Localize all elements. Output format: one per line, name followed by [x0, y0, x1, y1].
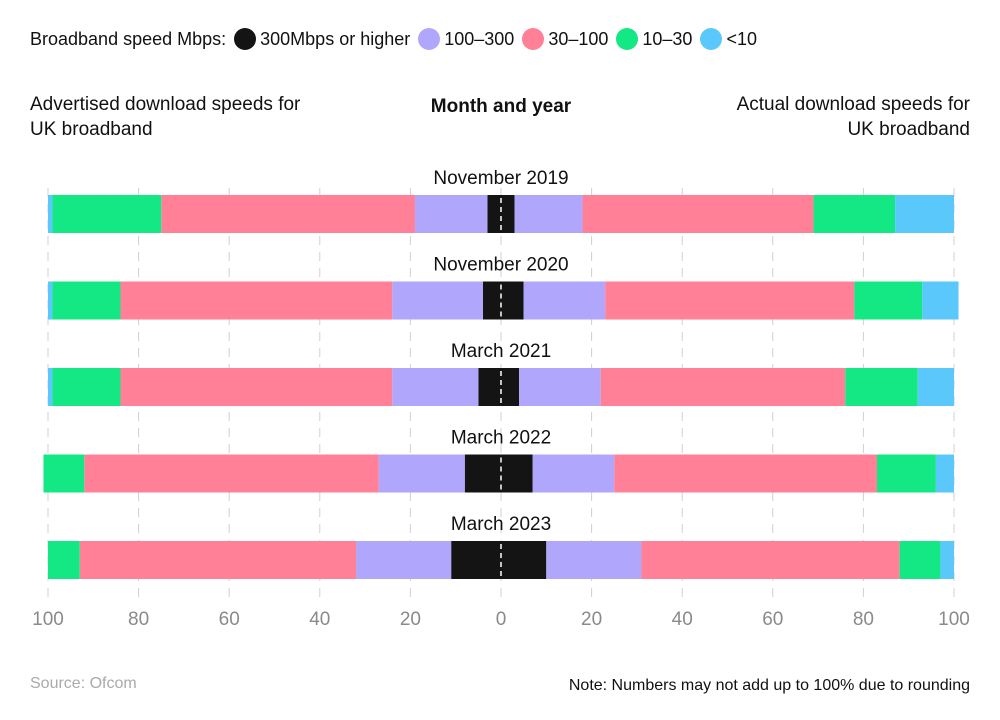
bar-actual — [600, 368, 846, 406]
x-tick-label: 80 — [853, 609, 874, 630]
bar-advertised — [356, 541, 452, 579]
legend-item: 300Mbps or higher — [234, 28, 410, 50]
bar-advertised — [161, 195, 415, 233]
x-tick-label: 100 — [32, 609, 64, 630]
legend-label: 100–300 — [444, 28, 515, 49]
category-label: March 2023 — [451, 514, 551, 535]
bar-actual — [876, 454, 936, 493]
x-tick-label: 0 — [496, 609, 507, 630]
bar-actual — [532, 454, 615, 493]
category-label: November 2019 — [433, 168, 568, 189]
bar-actual — [895, 195, 954, 233]
bar-actual — [641, 541, 900, 579]
bar-advertised — [378, 454, 465, 493]
legend-item: 100–300 — [418, 28, 514, 50]
bar-actual — [519, 368, 601, 406]
legend-label: 300Mbps or higher — [260, 28, 411, 49]
bar-actual — [935, 454, 954, 493]
bar-advertised — [48, 195, 53, 233]
legend-swatch — [616, 28, 639, 50]
category-label: March 2021 — [451, 341, 551, 362]
left-label: Advertised download speeds for UK broadb… — [30, 94, 301, 140]
legend-label: 30–100 — [548, 28, 609, 49]
bar-actual — [940, 541, 954, 579]
bar-advertised — [48, 368, 53, 406]
bar-actual — [501, 454, 533, 493]
bar-advertised — [84, 454, 379, 493]
bar-advertised — [392, 368, 479, 406]
bar-actual — [501, 368, 520, 406]
bar-actual — [899, 541, 941, 579]
legend-swatch — [522, 28, 545, 50]
center-label: Month and year — [430, 96, 572, 117]
legend: Broadband speed Mbps: 300Mbps or higher 1… — [30, 28, 757, 50]
x-tick-label: 60 — [219, 609, 240, 630]
category-label: March 2022 — [451, 428, 551, 449]
bar-advertised — [392, 281, 483, 320]
legend-item: <10 — [700, 28, 757, 50]
legend-swatch — [700, 28, 723, 50]
legend-label: 10–30 — [642, 28, 693, 49]
bar-advertised — [52, 368, 121, 406]
category-label: November 2020 — [433, 255, 568, 276]
x-tick-label: 100 — [938, 609, 970, 630]
bar-actual — [605, 281, 855, 320]
bar-advertised — [414, 195, 488, 233]
x-tick-label: 40 — [309, 609, 330, 630]
bar-advertised — [48, 541, 80, 579]
bar-advertised — [487, 195, 501, 233]
bar-actual — [501, 281, 524, 320]
x-tick-label: 20 — [581, 609, 602, 630]
bar-actual — [523, 281, 606, 320]
bar-advertised — [48, 281, 53, 320]
bar-actual — [514, 195, 583, 233]
bar-advertised — [52, 281, 121, 320]
x-tick-label: 40 — [672, 609, 693, 630]
legend-swatch — [418, 28, 441, 50]
bar-advertised — [478, 368, 501, 406]
source: Source: Ofcom — [30, 675, 137, 692]
bar-actual — [854, 281, 923, 320]
x-tick-label: 20 — [400, 609, 421, 630]
bar-actual — [917, 368, 954, 406]
bar-advertised — [52, 195, 162, 233]
bar-actual — [501, 195, 515, 233]
bar-actual — [501, 541, 547, 579]
legend-item: 30–100 — [522, 28, 608, 50]
bar-actual — [546, 541, 642, 579]
bar-actual — [813, 195, 896, 233]
legend-swatch — [234, 28, 257, 50]
x-tick-label: 80 — [128, 609, 149, 630]
bar-advertised — [43, 454, 85, 493]
note: Note: Numbers may not add up to 100% due… — [568, 677, 970, 694]
bar-advertised — [464, 454, 501, 493]
legend-title: Broadband speed Mbps: — [30, 28, 227, 49]
right-label: Actual download speeds for UK broadband — [736, 94, 970, 140]
bar-advertised — [79, 541, 357, 579]
bar-advertised — [120, 368, 393, 406]
x-tick-label: 60 — [762, 609, 783, 630]
legend-label: <10 — [726, 28, 757, 49]
bar-actual — [582, 195, 814, 233]
bar-advertised — [482, 281, 501, 320]
bar-actual — [845, 368, 918, 406]
bar-actual — [922, 281, 959, 320]
bar-advertised — [120, 281, 393, 320]
bar-actual — [614, 454, 877, 493]
legend-item: 10–30 — [616, 28, 692, 50]
bar-advertised — [451, 541, 501, 579]
